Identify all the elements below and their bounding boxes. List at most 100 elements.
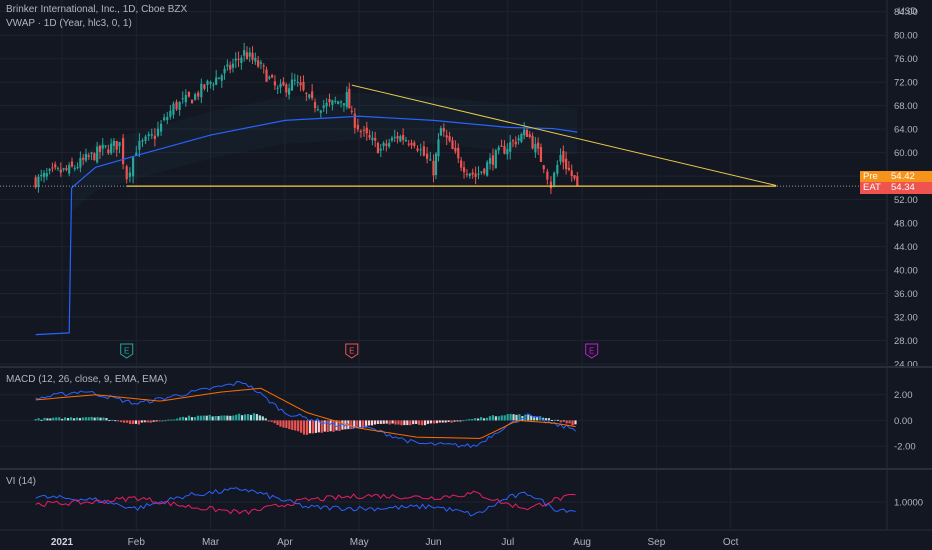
candle-body [576,176,579,186]
candle-body [290,79,294,91]
macd-histogram-bar [238,413,241,421]
vwap-legend[interactable]: VWAP · 1D (Year, hlc3, 0, 1) [6,18,132,29]
candle-body [429,159,432,161]
y-tick-label: 28.00 [894,336,918,347]
macd-histogram-bar [176,418,179,421]
macd-histogram-bar [450,420,453,423]
macd-histogram-bar [323,420,326,432]
candle-body [480,171,483,173]
candle-body [325,102,328,107]
candle-body [285,84,288,93]
candle-body [82,157,85,160]
macd-histogram-bar [34,419,37,421]
macd-histogram-bar [364,420,368,428]
macd-histogram-bar [429,420,433,424]
candle-body [212,84,215,86]
candle-body [356,124,359,130]
candle-body [276,87,279,89]
candle-body [293,79,296,81]
y-tick-label: 44.00 [894,242,918,253]
macd-histogram-bar [270,420,273,422]
candle-body [42,172,46,178]
vi-legend[interactable]: VI (14) [6,476,37,487]
candle-body [200,83,203,98]
earnings-marker[interactable]: E [585,343,599,359]
currency-label: USD [898,6,918,16]
y-tick-label: 60.00 [894,148,918,159]
macd-histogram-bar [273,420,276,424]
macd-histogram-bar [55,417,58,421]
x-tick-label: Jul [501,537,514,548]
macd-histogram-bar [359,420,362,428]
candle-body [445,135,448,138]
macd-histogram-bar [305,420,309,435]
macd-histogram-bar [536,416,539,421]
candle-body [448,136,451,141]
candle-body [345,92,348,107]
macd-histogram-bar [415,420,418,424]
candle-body [465,173,469,175]
candle-body [316,109,320,111]
candle-body [432,160,435,176]
candle-body [194,94,197,100]
macd-histogram-bar [385,420,388,424]
candle-body [390,138,394,141]
candle-body [491,155,495,165]
macd-histogram-bar [261,416,264,421]
earnings-marker[interactable]: E [345,343,359,359]
vi-plus-line [35,487,576,517]
candle-body [368,135,371,138]
pane-separators[interactable] [0,366,932,470]
macd-histogram-bar [426,420,430,424]
candle-body [203,84,206,89]
candle-body [523,129,526,136]
earnings-marker[interactable]: E [120,343,134,359]
macd-histogram-bar [397,420,400,425]
macd-histogram-bar [335,420,338,431]
macd-histogram-bar [223,415,226,421]
macd-line [35,381,576,449]
candle-body [279,83,282,88]
candle-body [37,176,40,188]
candle-body [471,172,474,175]
x-tick-label: 2021 [51,537,74,548]
macd-histogram-bar [114,420,117,422]
candle-body [477,173,480,175]
chart-title: Brinker International, Inc., 1D, Cboe BZ… [6,4,188,15]
macd-histogram-bar [308,420,312,434]
candle-body [288,88,291,95]
candle-body [549,181,553,189]
macd-histogram-bar [134,420,138,424]
macd-histogram-bar [444,420,447,423]
candle-body [107,149,110,154]
y-tick-label: 64.00 [894,125,918,136]
macd-histogram-bar [291,420,294,430]
macd-histogram-bar [167,419,170,421]
macd-histogram-bar [155,420,158,422]
candle-body [454,147,457,152]
macd-histogram-bar [140,420,143,423]
macd-histogram-bar [187,415,191,421]
y-tick-label: 32.00 [894,313,918,324]
macd-histogram-bar [350,420,353,430]
candle-body [399,136,402,142]
candle-body [537,142,540,149]
macd-histogram-bar [506,414,509,421]
macd-histogram-bar [120,420,123,423]
x-tick-label: Sep [648,537,666,548]
x-tick-label: Apr [277,537,293,548]
macd-histogram-bar [500,415,503,421]
candle-body [334,100,337,102]
y-tick-label: 52.00 [894,195,918,206]
macd-histogram-bar [485,417,489,421]
candle-body [404,139,408,142]
vwap-line [35,115,578,336]
macd-histogram-bar [547,418,551,421]
candle-body [153,135,156,139]
candle-body [313,102,317,109]
macd-histogram-bar [503,415,506,421]
macd-legend[interactable]: MACD (12, 26, close, 9, EMA, EMA) [6,374,168,385]
macd-histogram-bar [125,420,129,423]
macd-histogram-bar [459,420,462,422]
